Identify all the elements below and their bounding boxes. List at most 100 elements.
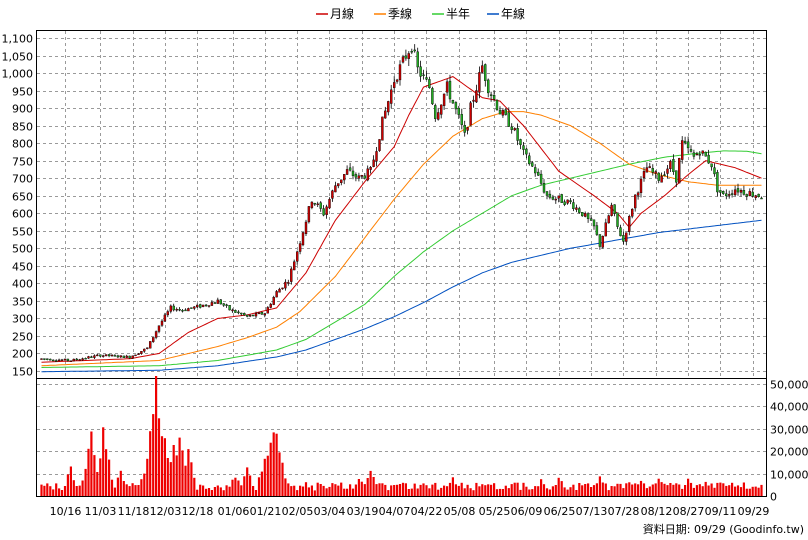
volume-bar bbox=[522, 482, 525, 496]
candle-body bbox=[481, 65, 484, 73]
volume-bar bbox=[419, 484, 422, 496]
volume-bar bbox=[266, 455, 269, 496]
volume-bar bbox=[163, 438, 166, 496]
candle-body bbox=[672, 159, 675, 173]
candle-body bbox=[119, 355, 123, 358]
volume-bar bbox=[149, 431, 152, 496]
volume-bar bbox=[175, 455, 178, 496]
volume-bar bbox=[143, 473, 146, 496]
date-tick-label: 11/18 bbox=[118, 505, 150, 518]
volume-bar bbox=[654, 483, 657, 496]
candle-body bbox=[531, 162, 534, 167]
volume-bar bbox=[460, 482, 463, 496]
volume-bar bbox=[357, 479, 360, 496]
candle-body bbox=[634, 194, 637, 209]
candle-body bbox=[148, 341, 152, 349]
volume-bar bbox=[296, 490, 299, 496]
date-tick-label: 09/29 bbox=[738, 505, 770, 518]
candle-body bbox=[557, 195, 560, 199]
candle-body bbox=[360, 175, 363, 177]
candle-body bbox=[534, 167, 537, 174]
candle-body bbox=[489, 94, 493, 96]
candle-body bbox=[407, 53, 410, 59]
candle-body bbox=[146, 347, 149, 349]
candle-body bbox=[642, 171, 646, 179]
volume-bar bbox=[534, 486, 537, 496]
candle-body bbox=[210, 302, 214, 306]
candle-body bbox=[584, 213, 587, 217]
volume-bar bbox=[469, 488, 472, 496]
volume-bar bbox=[58, 488, 61, 496]
volume-bar bbox=[622, 488, 625, 496]
candle-body bbox=[742, 189, 746, 195]
candle-body bbox=[757, 193, 760, 197]
candle-body bbox=[466, 127, 469, 131]
volume-bar bbox=[172, 445, 175, 496]
candle-body bbox=[190, 307, 193, 309]
candle-body bbox=[537, 171, 540, 176]
volume-bar bbox=[448, 482, 452, 496]
candle-body bbox=[351, 170, 355, 176]
candle-body bbox=[692, 152, 696, 157]
candle-body bbox=[751, 191, 754, 197]
candle-body bbox=[75, 358, 78, 361]
date-tick-label: 08/27 bbox=[673, 505, 705, 518]
volume-bar bbox=[396, 484, 399, 496]
volume-bar bbox=[113, 487, 116, 496]
volume-bar bbox=[199, 484, 202, 496]
price-tick-label: 300 bbox=[12, 313, 33, 326]
volume-bar bbox=[216, 485, 219, 496]
candle-body bbox=[122, 355, 126, 358]
volume-bar bbox=[128, 486, 131, 496]
volume-bar bbox=[681, 488, 684, 496]
candle-body bbox=[472, 99, 475, 102]
candle-body bbox=[575, 207, 578, 210]
candle-body bbox=[49, 358, 52, 361]
date-tick-label: 04/22 bbox=[411, 505, 443, 518]
candle-body bbox=[134, 354, 137, 357]
candle-body bbox=[463, 124, 466, 133]
candle-body bbox=[193, 306, 196, 309]
candle-body bbox=[266, 307, 269, 314]
volume-bar bbox=[575, 490, 578, 496]
volume-bar bbox=[301, 486, 305, 496]
candle-body bbox=[172, 305, 175, 311]
candle-body bbox=[163, 314, 167, 322]
volume-bar bbox=[713, 487, 716, 496]
price-tick-label: 500 bbox=[12, 243, 33, 256]
candle-body bbox=[648, 166, 651, 168]
date-tick-label: 01/06 bbox=[218, 505, 250, 518]
candle-body bbox=[63, 358, 67, 361]
candle-body bbox=[739, 189, 743, 193]
volume-bar bbox=[240, 485, 243, 496]
volume-bar bbox=[387, 490, 390, 496]
volume-bar bbox=[181, 450, 184, 496]
candle-body bbox=[660, 175, 663, 183]
candle-body bbox=[592, 219, 596, 227]
date-tick-label: 04/07 bbox=[379, 505, 411, 518]
volume-bar bbox=[745, 488, 748, 496]
volume-bar bbox=[634, 483, 637, 496]
candle-body bbox=[728, 194, 731, 196]
candle-body bbox=[272, 297, 275, 305]
candle-body bbox=[716, 172, 719, 193]
candle-body bbox=[581, 211, 584, 217]
candle-body bbox=[204, 304, 208, 307]
volume-bar bbox=[754, 486, 757, 496]
volume-bar bbox=[140, 479, 143, 496]
volume-bar bbox=[604, 483, 607, 496]
candle-body bbox=[451, 99, 455, 104]
volume-bar bbox=[642, 483, 646, 496]
candle-body bbox=[548, 193, 552, 198]
candle-body bbox=[228, 305, 231, 311]
candle-body bbox=[181, 310, 184, 312]
volume-bar bbox=[272, 432, 275, 496]
volume-bar bbox=[157, 418, 161, 496]
volume-bar bbox=[410, 488, 413, 496]
volume-bar bbox=[672, 484, 675, 496]
candle-body bbox=[516, 128, 519, 141]
candle-body bbox=[457, 107, 460, 115]
candle-body bbox=[87, 356, 90, 359]
price-tick-label: 1,050 bbox=[2, 51, 34, 64]
candle-body bbox=[296, 251, 299, 262]
